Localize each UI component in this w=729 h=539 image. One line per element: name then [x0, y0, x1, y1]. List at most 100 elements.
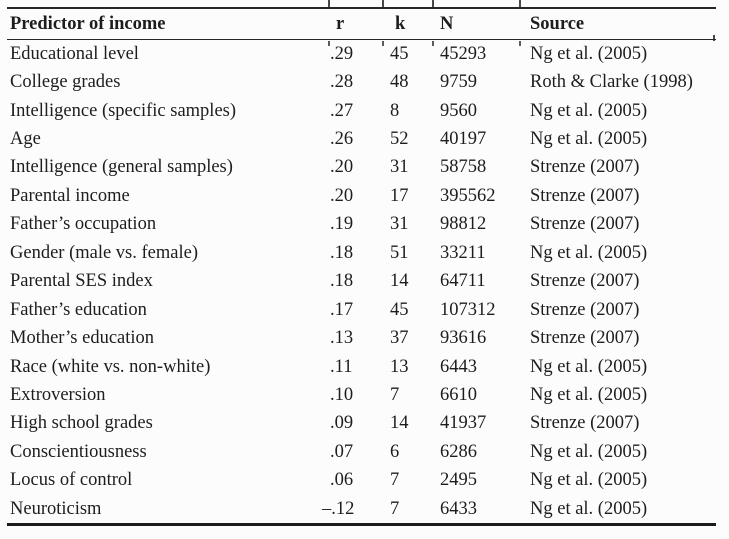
table-row: High school grades .09 14 41937 Strenze … [7, 410, 716, 438]
table-row: Race (white vs. non-white) .11 13 6443 N… [7, 353, 716, 381]
cell-predictor: Locus of control [10, 470, 133, 491]
table-row: Intelligence (specific samples) .27 8 95… [7, 97, 716, 125]
table-row: Age .26 52 40197 Ng et al. (2005) [7, 125, 716, 153]
cell-n: 93616 [440, 328, 487, 349]
table-row: Gender (male vs. female) .18 51 33211 Ng… [7, 239, 716, 267]
cell-predictor: Neuroticism [10, 498, 102, 519]
table-row: Intelligence (general samples) .20 31 58… [7, 154, 716, 182]
cell-r: .18 [330, 271, 354, 292]
cell-source: Roth & Clarke (1998) [530, 72, 693, 93]
cell-k: 7 [390, 498, 400, 519]
cell-r: .28 [330, 72, 354, 93]
cell-k: 17 [390, 185, 409, 206]
cell-source: Strenze (2007) [530, 185, 640, 206]
cell-r: .18 [330, 242, 354, 263]
table-row: Neuroticism –.12 7 6433 Ng et al. (2005) [7, 495, 716, 525]
cell-k: 7 [390, 384, 400, 405]
table-row: Parental SES index .18 14 64711 Strenze … [7, 268, 716, 296]
column-rule-tick [382, 0, 384, 7]
table-header-row: Predictor of income r k N Source [7, 8, 716, 40]
cell-n: 40197 [440, 129, 487, 150]
cell-r: .19 [330, 214, 354, 235]
cell-n: 6286 [440, 441, 477, 462]
table-row: Father’s education .17 45 107312 Strenze… [7, 296, 716, 324]
column-rule-tick [519, 0, 521, 7]
cell-n: 6610 [440, 384, 477, 405]
cell-predictor: Extroversion [10, 384, 106, 405]
column-header-n: N [440, 8, 530, 40]
cell-k: 6 [390, 441, 400, 462]
cell-k: 52 [390, 129, 409, 150]
cell-predictor: College grades [10, 72, 121, 93]
cell-k: 45 [390, 299, 409, 320]
income-predictors-table: Predictor of income r k N Source Educati… [7, 7, 716, 527]
cell-predictor: High school grades [10, 413, 153, 434]
cell-predictor: Mother’s education [10, 328, 155, 349]
table-row: Conscientiousness .07 6 6286 Ng et al. (… [7, 438, 716, 466]
table-row: Father’s occupation .19 31 98812 Strenze… [7, 211, 716, 239]
cell-n: 64711 [440, 271, 486, 292]
column-header-source: Source [530, 8, 716, 40]
cell-n: 45293 [440, 43, 487, 64]
cell-k: 8 [390, 100, 400, 121]
cell-r: .20 [330, 185, 354, 206]
column-rule-tick [328, 41, 330, 46]
cell-source: Ng et al. (2005) [530, 129, 648, 150]
column-header-predictor: Predictor of income [7, 8, 330, 40]
cell-n: 9560 [440, 100, 477, 121]
cell-source: Ng et al. (2005) [530, 100, 648, 121]
cell-predictor: Intelligence (specific samples) [10, 100, 237, 121]
cell-source: Strenze (2007) [530, 157, 640, 178]
cell-predictor: Father’s occupation [10, 214, 157, 235]
column-rule-tick [432, 41, 434, 46]
cell-n: 58758 [440, 157, 487, 178]
cell-source: Strenze (2007) [530, 271, 640, 292]
cell-n: 9759 [440, 72, 477, 93]
column-header-k: k [390, 8, 440, 40]
cell-n: 98812 [440, 214, 487, 235]
cell-r: .06 [330, 470, 354, 491]
cell-source: Ng et al. (2005) [530, 441, 648, 462]
cell-r: .13 [330, 328, 354, 349]
table-row: Extroversion .10 7 6610 Ng et al. (2005) [7, 381, 716, 409]
cell-predictor: Conscientiousness [10, 441, 147, 462]
column-rule-tick [382, 41, 384, 46]
cell-predictor: Intelligence (general samples) [10, 157, 233, 178]
cell-source: Strenze (2007) [530, 214, 640, 235]
cell-source: Strenze (2007) [530, 299, 640, 320]
table-row: Educational level .29 45 45293 Ng et al.… [7, 40, 716, 69]
column-header-r: r [330, 8, 390, 40]
cell-r: .20 [330, 157, 354, 178]
cell-source: Ng et al. (2005) [530, 498, 648, 519]
cell-r: .11 [330, 356, 353, 377]
cell-n: 107312 [440, 299, 496, 320]
cell-r: .07 [330, 441, 354, 462]
cell-k: 13 [390, 356, 409, 377]
cell-k: 31 [390, 214, 409, 235]
cell-predictor: Age [10, 129, 41, 150]
cell-k: 7 [390, 470, 400, 491]
cell-r: .17 [330, 299, 354, 320]
cell-n: 6433 [440, 498, 477, 519]
cell-source: Ng et al. (2005) [530, 356, 648, 377]
cell-k: 37 [390, 328, 409, 349]
table-row: Mother’s education .13 37 93616 Strenze … [7, 324, 716, 352]
cell-k: 14 [390, 271, 409, 292]
cell-n: 33211 [440, 242, 486, 263]
cell-k: 48 [390, 72, 409, 93]
cell-predictor: Gender (male vs. female) [10, 242, 198, 263]
cell-n: 41937 [440, 413, 487, 434]
cell-r: .10 [330, 384, 354, 405]
column-rule-tick [432, 0, 434, 7]
cell-predictor: Educational level [10, 43, 139, 64]
cell-source: Strenze (2007) [530, 413, 640, 434]
cell-r: .09 [330, 413, 354, 434]
cell-r: .26 [330, 129, 354, 150]
cell-predictor: Race (white vs. non-white) [10, 356, 211, 377]
cell-source: Ng et al. (2005) [530, 384, 648, 405]
table-row: College grades .28 48 9759 Roth & Clarke… [7, 68, 716, 96]
cell-predictor: Father’s education [10, 299, 147, 320]
cell-r: .29 [330, 43, 354, 64]
table-row: Locus of control .06 7 2495 Ng et al. (2… [7, 467, 716, 495]
